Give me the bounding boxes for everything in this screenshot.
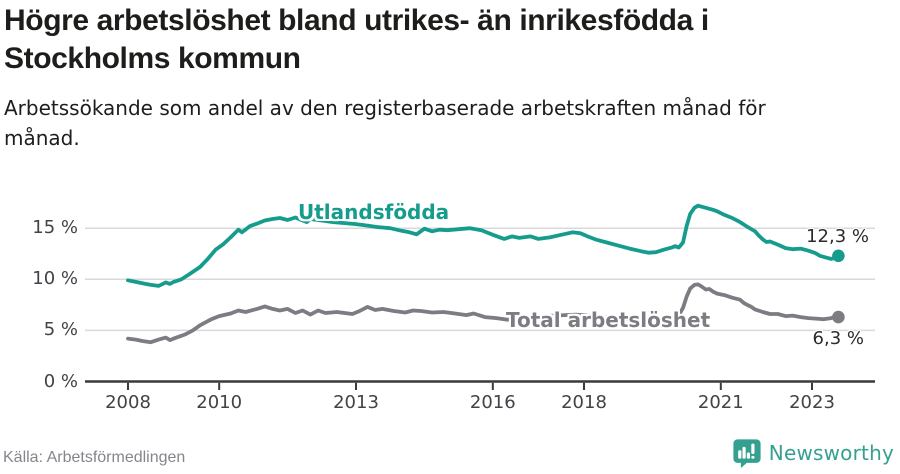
newsworthy-logo-text: Newsworthy	[768, 441, 894, 465]
source-attribution: Källa: Arbetsförmedlingen	[3, 449, 186, 466]
x-tick-label: 2018	[561, 392, 607, 413]
newsworthy-logo: Newsworthy	[732, 438, 894, 468]
logo-exclamation-dot	[751, 455, 755, 459]
y-tick-label: 0 %	[43, 370, 78, 392]
x-tick-label: 2021	[697, 392, 744, 413]
series-label-total-arbetsloshet: Total arbetslöshet	[506, 308, 711, 332]
y-tick-label: 10 %	[32, 268, 78, 290]
series-line-0	[126, 203, 841, 288]
newsworthy-logo-icon	[733, 439, 761, 468]
chart-title: Högre arbetslöshet bland utrikes- än inr…	[4, 2, 709, 78]
x-tick-label: 2016	[469, 392, 516, 413]
x-tick-label: 2023	[789, 392, 835, 413]
x-tick-label: 2008	[105, 392, 151, 413]
logo-bar	[742, 446, 746, 459]
series-label-utlandsfodda: Utlandsfödda	[298, 200, 450, 224]
logo-bar	[746, 452, 750, 459]
logo-bar	[737, 450, 742, 459]
chart-subtitle-line: månad.	[4, 126, 80, 150]
end-value-label-total: 6,3 %	[812, 328, 864, 349]
chart-subtitle-line: Arbetssökande som andel av den registerb…	[4, 96, 766, 120]
y-tick-label: 15 %	[32, 217, 78, 239]
series-end-dot-0	[832, 249, 845, 263]
x-tick-label: 2010	[196, 392, 243, 413]
chart-subtitle: Arbetssökande som andel av den registerb…	[4, 93, 766, 153]
logo-exclamation	[751, 443, 755, 454]
x-tick-label: 2013	[333, 392, 379, 413]
y-tick-label: 5 %	[43, 319, 78, 341]
chart-title-line: Högre arbetslöshet bland utrikes- än inr…	[4, 4, 709, 37]
series-end-dot-1	[832, 310, 845, 324]
series-line-1	[126, 282, 841, 345]
chart-title-line: Stockholms kommun	[4, 42, 301, 75]
end-value-label-utlandsfodda: 12,3 %	[806, 226, 869, 247]
